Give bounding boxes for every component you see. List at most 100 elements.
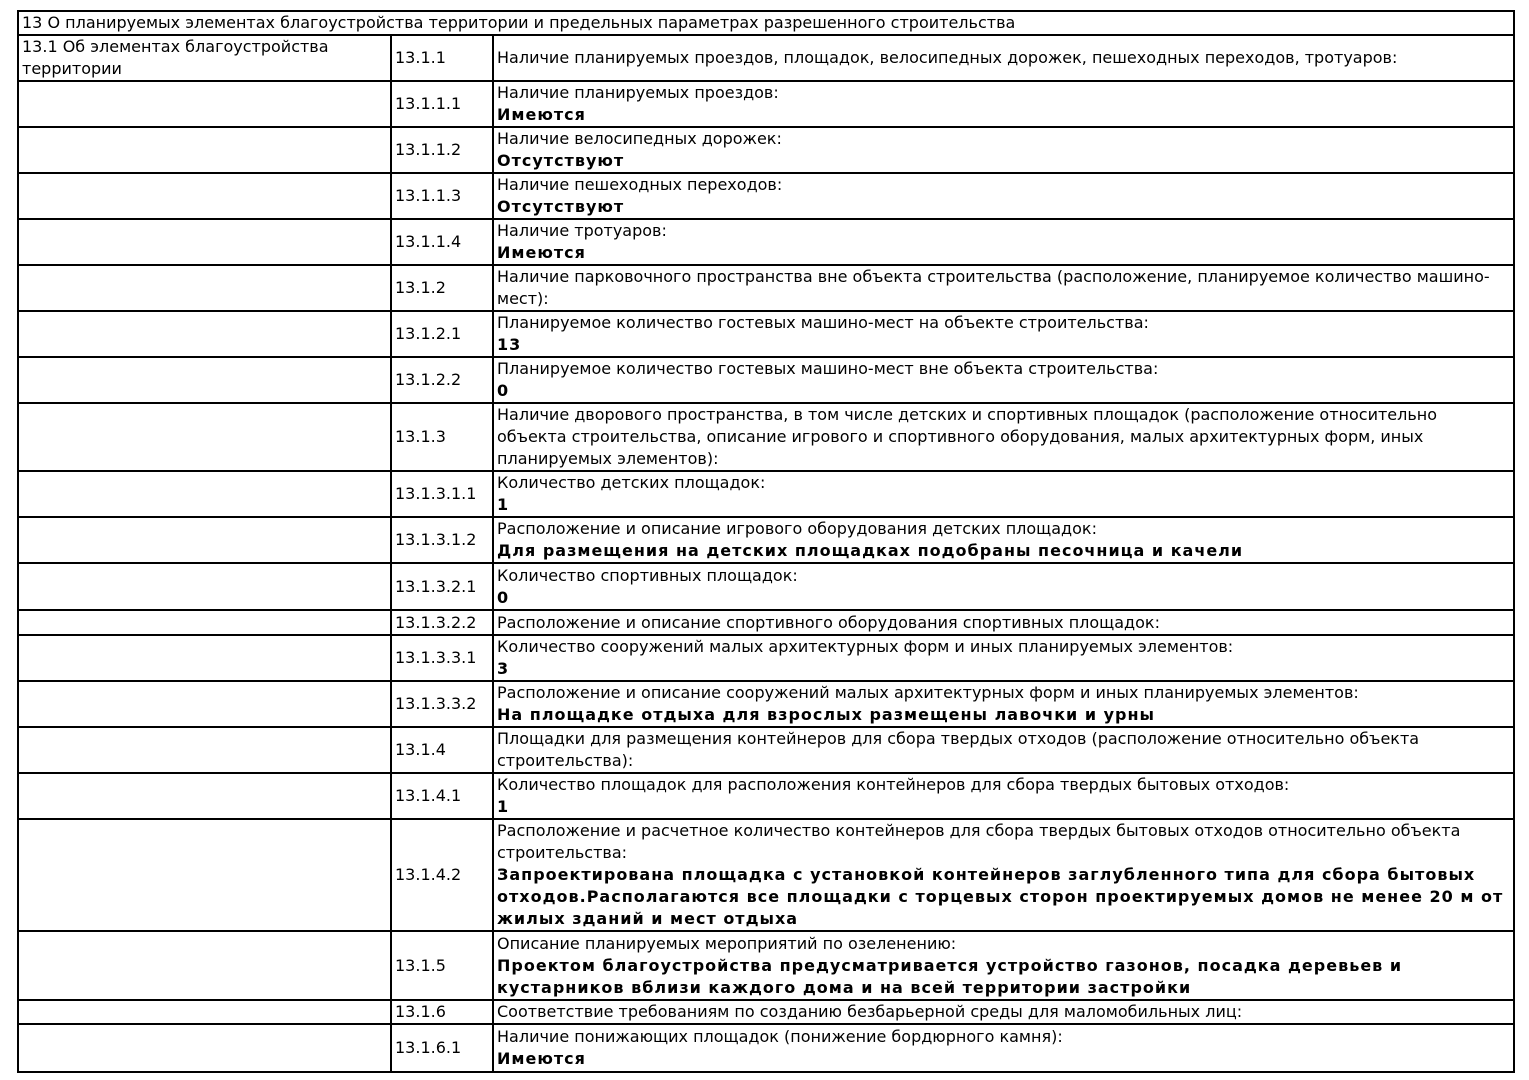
question-cell: Расположение и описание игрового оборудо… xyxy=(491,516,1516,564)
group-spacer-cell xyxy=(17,356,392,404)
table-row: 13.1.3 Наличие дворового пространства, в… xyxy=(17,402,1516,472)
table-row: 13.1.6 Соответствие требованиям по созда… xyxy=(17,999,1516,1025)
question-label: Количество спортивных площадок: xyxy=(497,565,798,585)
answer-value: Имеются xyxy=(497,243,586,262)
code-cell: 13.1.3.1.1 xyxy=(390,470,494,518)
code-cell: 13.1.2 xyxy=(390,264,494,312)
question-label: Количество площадок для расположения кон… xyxy=(497,775,1290,794)
table-row: 13.1.1.4 Наличие тротуаров: Имеются xyxy=(17,218,1516,266)
question-label: Наличие парковочного пространства вне об… xyxy=(497,267,1490,308)
code-cell: 13.1.6.1 xyxy=(390,1023,494,1073)
group-spacer-cell xyxy=(17,218,392,266)
group-spacer-cell xyxy=(17,1023,392,1073)
question-label: Наличие тротуаров: xyxy=(497,221,667,240)
question-cell: Расположение и описание сооружений малых… xyxy=(491,680,1516,728)
table-row: 13.1.3.1.1 Количество детских площадок: … xyxy=(17,470,1516,518)
question-cell: Наличие велосипедных дорожек: Отсутствую… xyxy=(491,126,1516,174)
code-cell: 13.1.4.2 xyxy=(390,818,494,932)
question-label: Количество сооружений малых архитектурны… xyxy=(497,637,1234,656)
answer-value: Имеются xyxy=(497,105,586,124)
question-label: Соответствие требованиям по созданию без… xyxy=(497,1002,1243,1021)
table-row: 13.1.3.1.2 Расположение и описание игров… xyxy=(17,516,1516,564)
question-cell: Количество спортивных площадок: 0 xyxy=(491,562,1516,611)
question-label: Наличие планируемых проездов, площадок, … xyxy=(497,48,1398,67)
table-row: 13.1.2.1 Планируемое количество гостевых… xyxy=(17,310,1516,358)
project-declaration-table: 13 О планируемых элементах благоустройст… xyxy=(16,10,1516,1073)
code-cell: 13.1.3.2.2 xyxy=(390,609,494,636)
code-cell: 13.1.1.3 xyxy=(390,172,494,220)
section-header: 13 О планируемых элементах благоустройст… xyxy=(16,10,1516,36)
table-row: 13.1.4.2 Расположение и расчетное количе… xyxy=(17,818,1516,932)
table-row: 13.1.1.2 Наличие велосипедных дорожек: О… xyxy=(17,126,1516,174)
question-cell: Наличие парковочного пространства вне об… xyxy=(491,264,1516,312)
question-label: Количество детских площадок: xyxy=(497,473,766,492)
table-row: 13.1 Об элементах благоустройства террит… xyxy=(17,34,1516,82)
question-cell: Планируемое количество гостевых машино-м… xyxy=(491,310,1516,358)
section-header-row: 13 О планируемых элементах благоустройст… xyxy=(16,10,1516,36)
answer-value: На площадке отдыха для взрослых размещен… xyxy=(497,705,1156,724)
question-label: Описание планируемых мероприятий по озел… xyxy=(497,933,957,953)
group-spacer-cell xyxy=(17,264,392,312)
question-cell: Количество площадок для расположения кон… xyxy=(491,772,1516,820)
group-spacer-cell xyxy=(17,172,392,220)
code-cell: 13.1.3.3.2 xyxy=(390,680,494,728)
question-cell: Наличие пешеходных переходов: Отсутствую… xyxy=(491,172,1516,220)
answer-value: 13 xyxy=(497,335,522,354)
answer-value: 0 xyxy=(497,587,510,607)
question-label: Наличие понижающих площадок (понижение б… xyxy=(497,1027,1063,1046)
question-label: Расположение и описание сооружений малых… xyxy=(497,683,1359,702)
question-cell: Наличие планируемых проездов: Имеются xyxy=(491,80,1516,128)
question-label: Наличие планируемых проездов: xyxy=(497,83,779,102)
code-cell: 13.1.4.1 xyxy=(390,772,494,820)
group-spacer-cell xyxy=(17,726,392,774)
table-row: 13.1.6.1 Наличие понижающих площадок (по… xyxy=(17,1023,1516,1073)
question-cell: Площадки для размещения контейнеров для … xyxy=(491,726,1516,774)
group-spacer-cell xyxy=(17,930,392,1001)
code-cell: 13.1.2.1 xyxy=(390,310,494,358)
group-spacer-cell xyxy=(17,310,392,358)
question-label: Наличие велосипедных дорожек: xyxy=(497,129,782,148)
answer-value: Имеются xyxy=(497,1049,586,1068)
answer-value: 0 xyxy=(497,381,510,400)
group-spacer-cell xyxy=(17,772,392,820)
question-cell: Расположение и описание спортивного обор… xyxy=(491,609,1516,636)
code-cell: 13.1.4 xyxy=(390,726,494,774)
table-row: 13.1.3.2.1 Количество спортивных площадо… xyxy=(17,562,1516,611)
group-spacer-cell xyxy=(17,634,392,682)
question-label: Площадки для размещения контейнеров для … xyxy=(497,729,1420,770)
group-spacer-cell xyxy=(17,126,392,174)
table-row: 13.1.2 Наличие парковочного пространства… xyxy=(17,264,1516,312)
group-spacer-cell xyxy=(17,516,392,564)
question-cell: Количество детских площадок: 1 xyxy=(491,470,1516,518)
question-label: Планируемое количество гостевых машино-м… xyxy=(497,359,1159,378)
question-label: Расположение и описание игрового оборудо… xyxy=(497,519,1097,538)
code-cell: 13.1.1.1 xyxy=(390,80,494,128)
group-spacer-cell xyxy=(17,402,392,472)
code-cell: 13.1.1.4 xyxy=(390,218,494,266)
answer-value: Отсутствуют xyxy=(497,151,625,170)
question-cell: Описание планируемых мероприятий по озел… xyxy=(491,930,1516,1001)
group-spacer-cell xyxy=(17,562,392,611)
table-row: 13.1.4 Площадки для размещения контейнер… xyxy=(17,726,1516,774)
group-spacer-cell xyxy=(17,680,392,728)
answer-value: Проектом благоустройства предусматривает… xyxy=(497,955,1403,997)
answer-value: Отсутствуют xyxy=(497,197,625,216)
answer-value: 1 xyxy=(497,797,510,816)
code-cell: 13.1.1.2 xyxy=(390,126,494,174)
question-label: Планируемое количество гостевых машино-м… xyxy=(497,313,1149,332)
table-row: 13.1.3.3.1 Количество сооружений малых а… xyxy=(17,634,1516,682)
question-cell: Наличие тротуаров: Имеются xyxy=(491,218,1516,266)
table-row: 13.1.2.2 Планируемое количество гостевых… xyxy=(17,356,1516,404)
answer-value: 1 xyxy=(497,495,510,514)
code-cell: 13.1.2.2 xyxy=(390,356,494,404)
table-row: 13.1.3.2.2 Расположение и описание спорт… xyxy=(17,609,1516,636)
code-cell: 13.1.3.3.1 xyxy=(390,634,494,682)
group-spacer-cell xyxy=(17,818,392,932)
question-label: Расположение и описание спортивного обор… xyxy=(497,612,1160,632)
table-row: 13.1.5 Описание планируемых мероприятий … xyxy=(17,930,1516,1001)
subsection-label: 13.1 Об элементах благоустройства террит… xyxy=(17,34,392,82)
code-cell: 13.1.5 xyxy=(390,930,494,1001)
group-spacer-cell xyxy=(17,80,392,128)
code-cell: 13.1.3.1.2 xyxy=(390,516,494,564)
table-row: 13.1.4.1 Количество площадок для располо… xyxy=(17,772,1516,820)
